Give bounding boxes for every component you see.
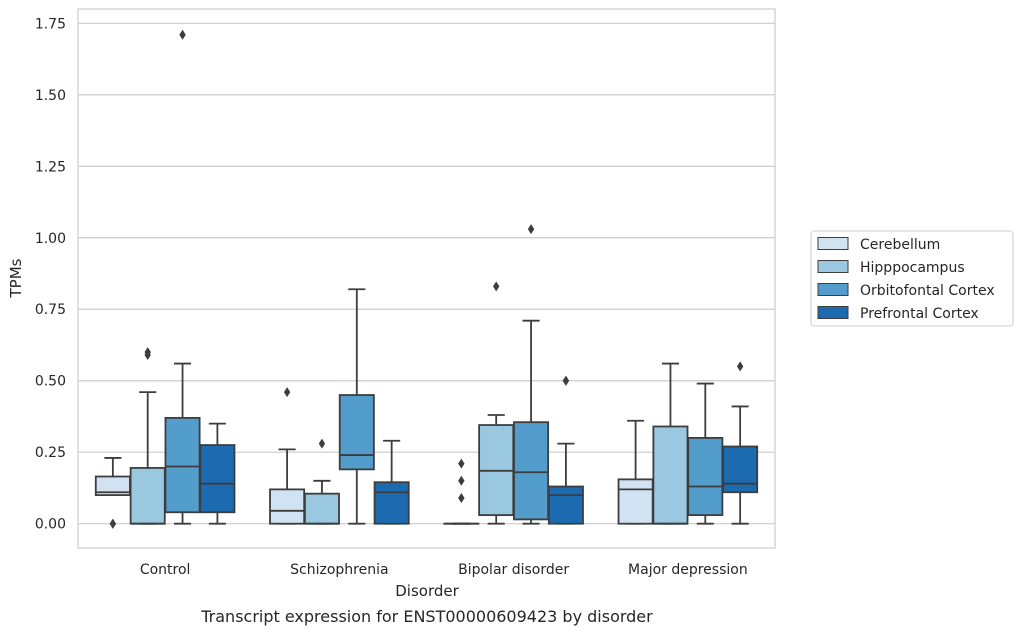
legend-label: Cerebellum [860,237,940,253]
y-tick-label: 0.00 [35,517,66,533]
outlier-point [493,281,500,292]
box-body [687,437,724,517]
box-body [199,444,236,514]
outlier-point [527,224,535,235]
box-groups [94,29,759,529]
legend-swatch [817,237,849,250]
legend: Cerebellum Hipppocampus Orbitofontal Corte… [810,230,1014,327]
box-body [513,421,550,521]
box-major-depression-2 [687,382,724,525]
outlier-point [179,29,186,40]
y-tick-label: 0.50 [35,374,66,390]
chart-caption: Transcript expression for ENST0000060942… [200,607,653,626]
y-tick-label: 0.25 [35,445,66,461]
legend-label: Orbitofontal Cortex [860,283,995,299]
outlier-point [318,438,326,449]
outlier-point [109,518,117,529]
plot-frame [77,8,776,549]
box-major-depression-0 [617,419,654,525]
outlier-point [562,375,570,386]
box-body [129,467,166,525]
box-bipolar-disorder-1 [478,281,515,525]
x-tick-label: Schizophrenia [290,562,388,578]
box-control-1 [129,347,166,525]
x-tick-label: Bipolar disorder [458,562,569,578]
outlier-point [283,387,291,398]
box-schizophrenia-2 [338,288,375,525]
box-body [373,481,410,525]
outlier-point [458,458,465,469]
legend-label: Hipppocampus [860,260,965,276]
y-tick-label: 1.50 [35,88,66,104]
box-schizophrenia-0 [269,387,306,525]
box-major-depression-3 [722,361,759,525]
box-bipolar-disorder-2 [513,224,550,525]
box-body [547,485,584,525]
box-body [303,492,340,525]
y-tick-labels: 0.00 0.25 0.50 0.75 1.00 1.25 1.50 1.75 [35,16,66,532]
outlier-point [736,361,744,372]
y-tick-label: 1.25 [35,159,66,175]
box-body [617,478,654,525]
x-tick-label: Control [140,562,191,578]
legend-swatch [817,306,849,319]
box-body [164,416,201,514]
box-schizophrenia-1 [303,438,340,525]
box-schizophrenia-3 [373,439,410,525]
box-bipolar-disorder-3 [547,375,584,525]
y-axis-label: TPMs [7,258,25,298]
box-body [338,394,375,471]
x-tick-labels: Control Schizophrenia Bipolar disorder Majo… [140,562,748,578]
y-tick-label: 1.75 [35,16,66,32]
box-body [652,425,689,525]
box-control-2 [164,29,201,525]
box-major-depression-1 [652,362,689,525]
box-body [269,488,306,525]
x-axis-label: Disorder [395,582,459,600]
y-tick-label: 0.75 [35,302,66,318]
outlier-point [458,475,465,486]
box-bipolar-disorder-0 [443,458,480,525]
box-control-0 [94,457,131,529]
box-body [722,445,759,494]
x-tick-label: Major depression [628,562,748,578]
outlier-point [144,347,151,358]
legend-swatch [817,260,849,273]
y-tick-label: 1.00 [35,231,66,247]
box-control-3 [199,422,236,525]
outlier-point [458,492,465,503]
legend-frame [810,230,1014,327]
legend-swatch [817,283,849,296]
legend-label: Prefrontal Cortex [860,306,979,322]
